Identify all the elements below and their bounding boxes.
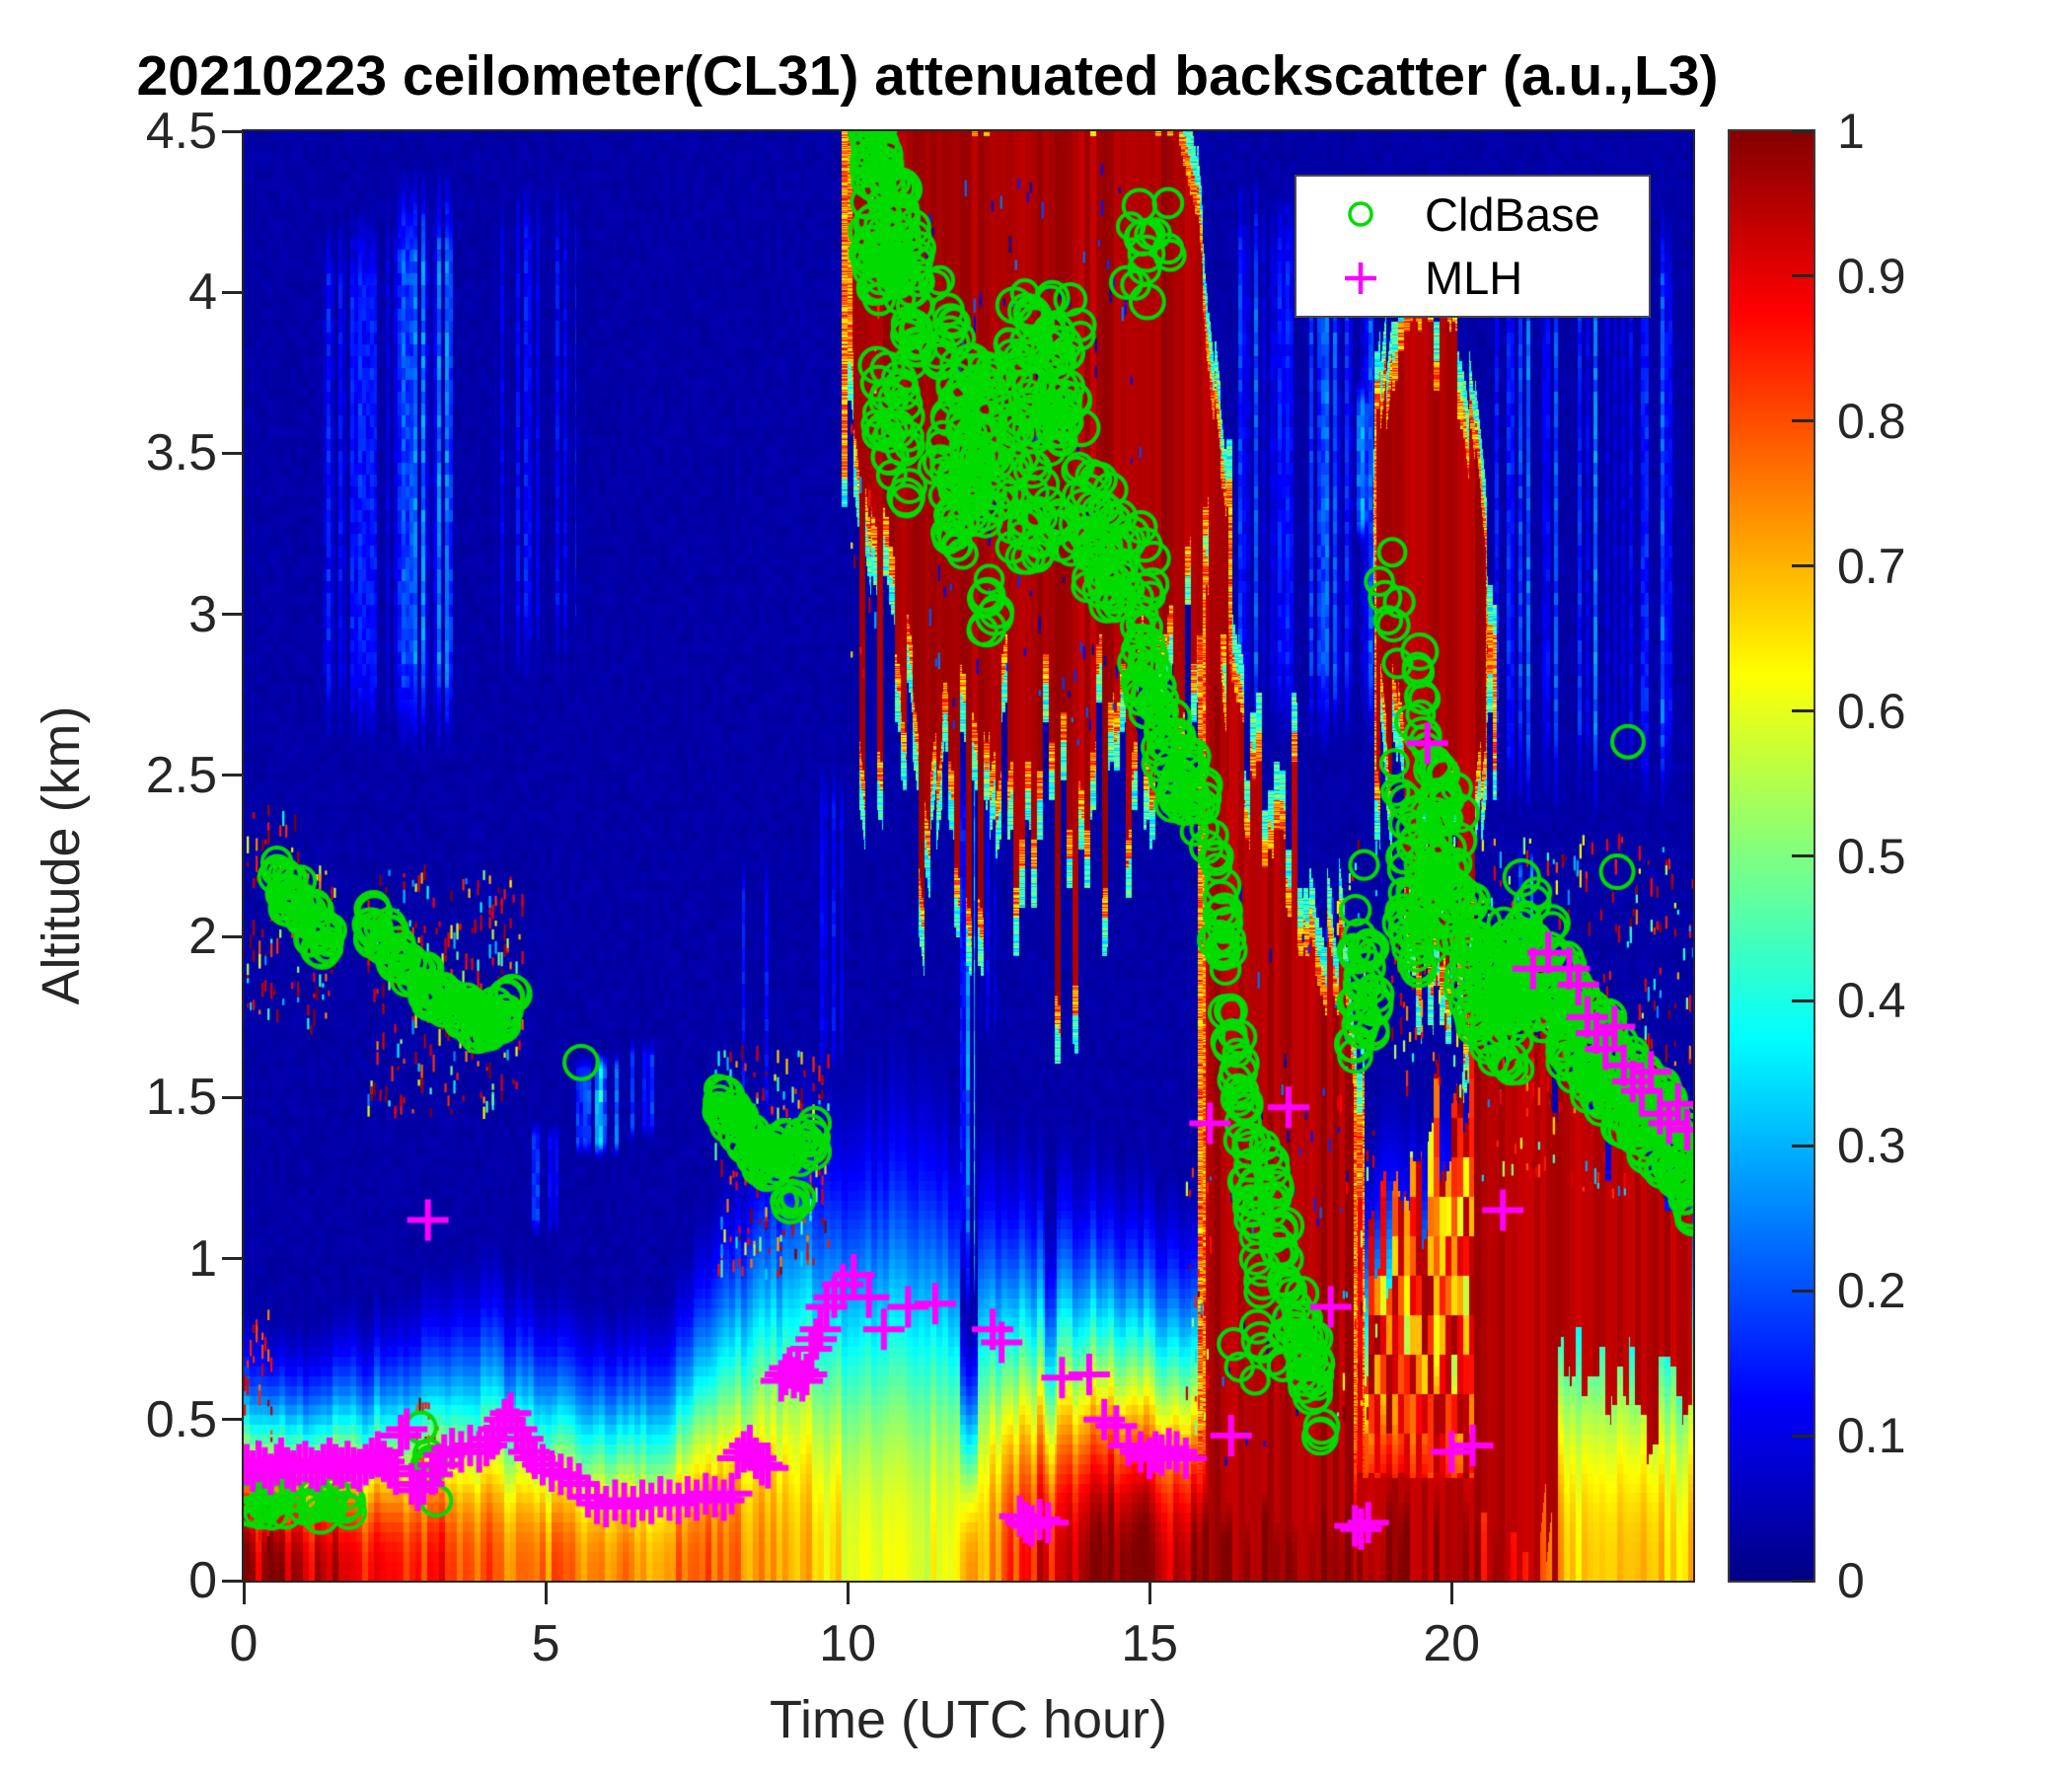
legend-item-mlh: MLH [1296, 247, 1649, 310]
colorbar-tick-mark [1792, 854, 1813, 857]
legend: CldBase MLH [1295, 175, 1651, 318]
plot-area [242, 129, 1695, 1583]
y-tick-label: 1.5 [145, 1069, 217, 1127]
colorbar-tick-mark [1792, 129, 1813, 133]
colorbar-tick-label: 0.9 [1837, 248, 1906, 304]
y-tick-label: 2.5 [145, 746, 217, 804]
y-tick-mark [222, 1418, 244, 1422]
x-tick-mark [242, 1583, 246, 1604]
chart-title: 20210223 ceilometer(CL31) attenuated bac… [136, 44, 1719, 108]
colorbar-tick-mark [1792, 419, 1813, 423]
heatmap-canvas [244, 131, 1693, 1581]
x-tick-mark [1147, 1583, 1151, 1604]
x-tick-mark [544, 1583, 548, 1604]
colorbar-tick-mark [1792, 274, 1813, 278]
x-axis-label: Time (UTC hour) [769, 1690, 1168, 1749]
y-tick-mark [222, 613, 244, 617]
legend-label: MLH [1425, 252, 1523, 305]
colorbar-tick-mark [1792, 1144, 1813, 1147]
y-tick-label: 1 [188, 1229, 217, 1288]
x-tick-label: 0 [229, 1615, 259, 1672]
colorbar-tick-mark [1792, 1289, 1813, 1293]
y-tick-label: 0 [188, 1552, 217, 1609]
colorbar-tick-label: 0.5 [1837, 828, 1906, 884]
y-tick-mark [222, 290, 244, 294]
legend-item-cldbase: CldBase [1296, 183, 1649, 246]
x-tick-label: 5 [531, 1615, 560, 1672]
colorbar-tick-mark [1792, 1579, 1813, 1583]
colorbar-tick-label: 0.7 [1837, 538, 1906, 594]
x-tick-mark [1449, 1583, 1453, 1604]
y-tick-label: 2 [188, 908, 217, 966]
colorbar-tick-label: 0 [1837, 1553, 1865, 1608]
colorbar-tick-label: 0.4 [1837, 973, 1906, 1029]
y-tick-label: 0.5 [145, 1390, 217, 1448]
colorbar-tick-label: 0.1 [1837, 1408, 1906, 1464]
y-tick-label: 4 [188, 263, 217, 322]
y-tick-mark [222, 1579, 244, 1583]
cldbase-circle-icon [1296, 197, 1425, 231]
colorbar-tick-label: 0.6 [1837, 683, 1906, 739]
colorbar-tick-label: 0.3 [1837, 1118, 1906, 1174]
y-tick-label: 4.5 [145, 103, 217, 160]
colorbar-tick-label: 1 [1837, 104, 1865, 159]
colorbar-tick-label: 0.8 [1837, 393, 1906, 449]
y-tick-mark [222, 129, 244, 133]
colorbar-tick-label: 0.2 [1837, 1263, 1906, 1319]
colorbar-tick-mark [1792, 1434, 1813, 1438]
y-tick-mark [222, 451, 244, 455]
colorbar-tick-mark [1792, 564, 1813, 568]
colorbar-tick-mark [1792, 999, 1813, 1002]
x-tick-label: 10 [819, 1615, 876, 1672]
legend-label: CldBase [1425, 187, 1600, 241]
y-tick-mark [222, 774, 244, 777]
y-tick-mark [222, 1257, 244, 1261]
mlh-plus-icon [1296, 259, 1425, 298]
x-tick-label: 15 [1121, 1615, 1179, 1672]
x-tick-mark [846, 1583, 850, 1604]
y-tick-mark [222, 934, 244, 938]
y-tick-label: 3 [188, 585, 217, 643]
y-tick-mark [222, 1095, 244, 1099]
y-tick-label: 3.5 [145, 424, 217, 482]
colorbar-tick-mark [1792, 709, 1813, 713]
x-tick-label: 20 [1423, 1615, 1481, 1672]
